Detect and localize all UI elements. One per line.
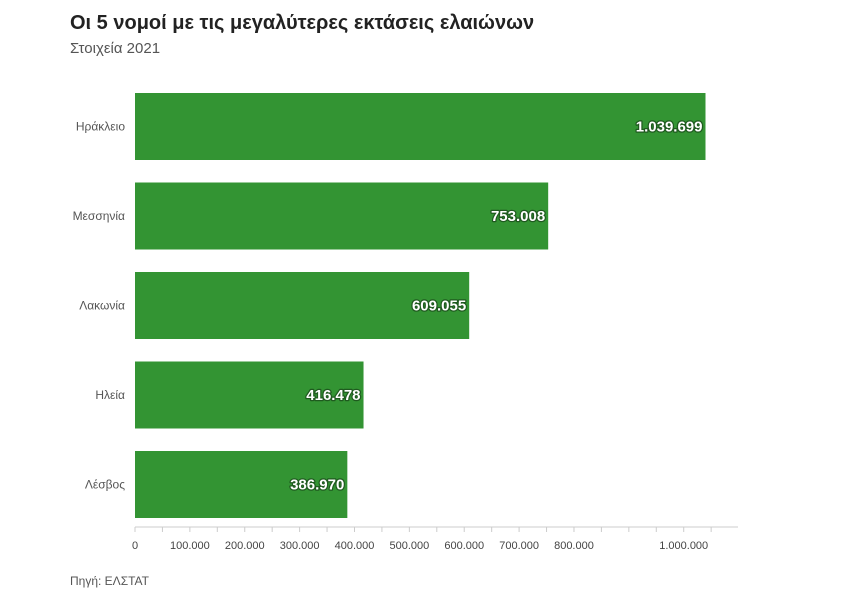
x-tick-label: 1.000.000: [659, 540, 708, 552]
category-label: Ηράκλειο: [76, 120, 125, 134]
category-label: Ηλεία: [95, 388, 125, 402]
bars-layer: Ηράκλειο 1.039.699 Μεσσηνία 753.008 Λακωνία 6…: [73, 93, 706, 518]
data-label: 609.055: [412, 298, 466, 315]
data-label: 753.008: [491, 208, 545, 225]
category-label: Μεσσηνία: [73, 209, 125, 223]
x-tick-label: 300.000: [280, 540, 320, 552]
bar: [135, 182, 549, 250]
chart-subtitle: Στοιχεία 2021: [70, 40, 161, 57]
x-tick-label: 400.000: [335, 540, 375, 552]
x-tick-label: 200.000: [225, 540, 265, 552]
x-tick-label: 600.000: [444, 540, 484, 552]
data-label: 416.478: [306, 387, 360, 404]
x-tick-label: 100.000: [170, 540, 210, 552]
bar: [135, 93, 706, 160]
data-label: 1.039.699: [636, 119, 703, 136]
x-axis: 0 100.000 200.000 300.000 400.000 500.000 600.…: [132, 526, 738, 552]
category-label: Λακωνία: [79, 299, 125, 313]
bar: [135, 451, 348, 518]
source-note: Πηγή: ΕΛΣΤΑΤ: [70, 574, 150, 588]
bar: [135, 272, 470, 339]
data-label: 386.970: [290, 477, 344, 494]
x-tick-label: 800.000: [554, 540, 594, 552]
x-tick-label: 700.000: [499, 540, 539, 552]
chart-title: Οι 5 νομοί με τις μεγαλύτερες εκτάσεις ε…: [70, 12, 535, 34]
category-label: Λέσβος: [85, 478, 125, 492]
x-tick-label: 0: [132, 540, 138, 552]
bar: [135, 361, 364, 429]
x-tick-label: 500.000: [389, 540, 429, 552]
